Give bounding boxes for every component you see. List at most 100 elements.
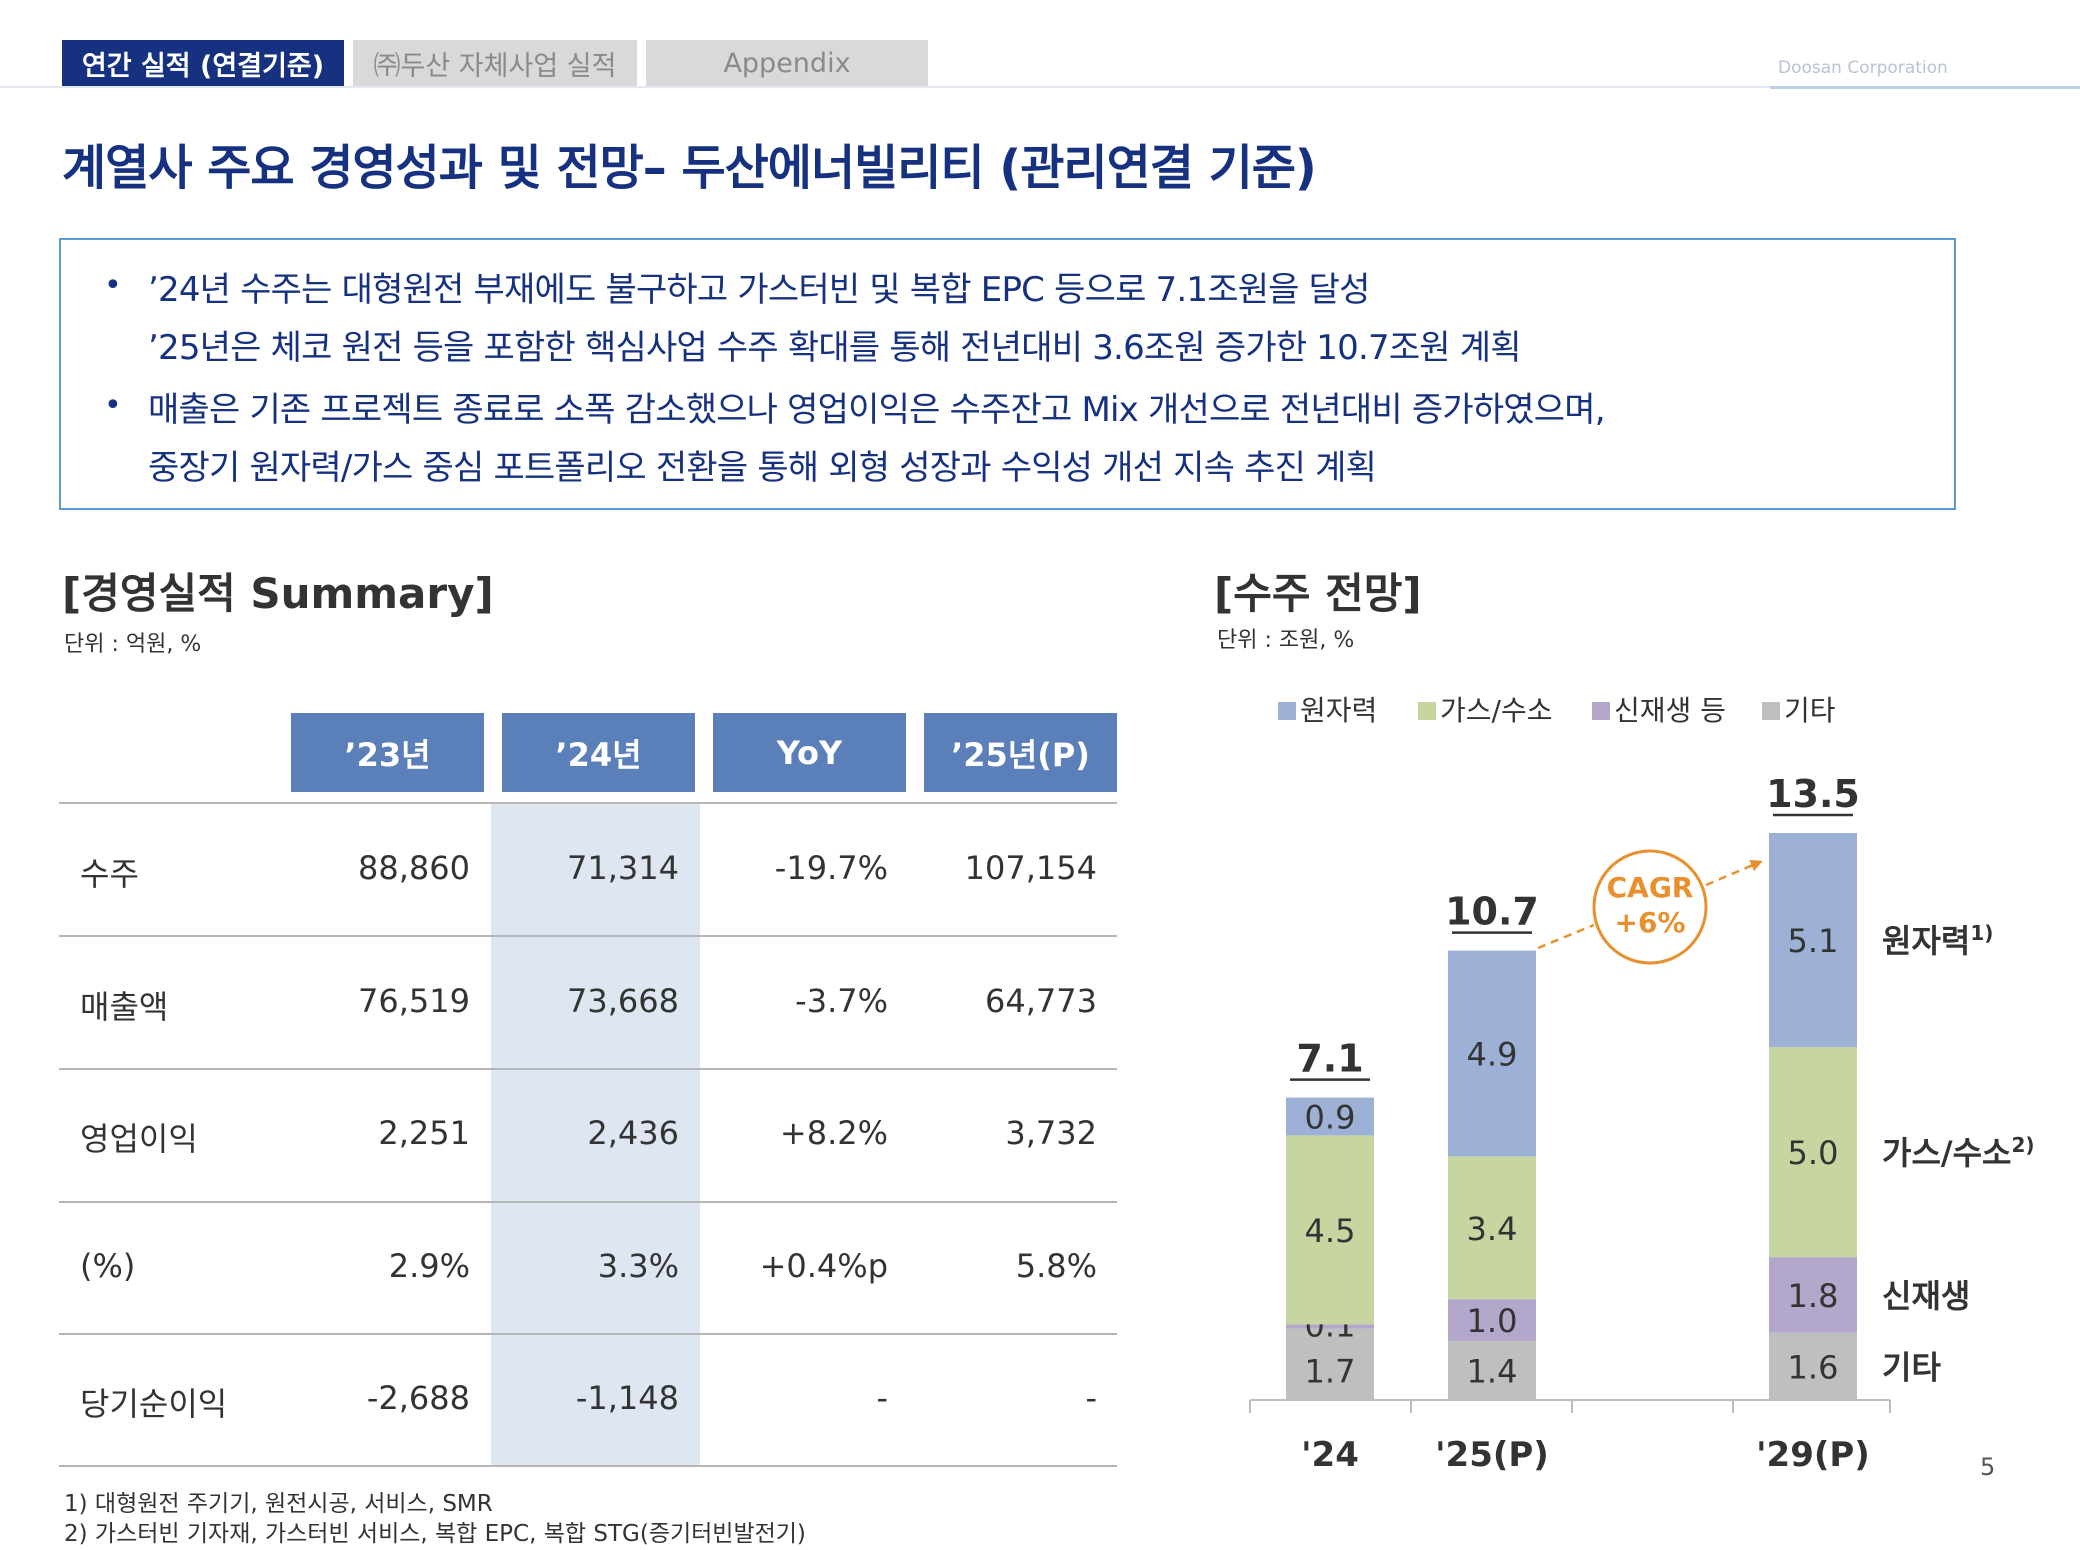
row-label-operating-profit: 영업이익 [80,1120,198,1158]
legend-swatch [1762,702,1780,720]
col-header-yoy: YoY [713,713,906,792]
tab-appendix[interactable]: Appendix [646,40,928,87]
total-label: 10.7 [1445,890,1539,934]
data-label: 4.9 [1467,1036,1518,1074]
company-underline [1770,86,2080,89]
legend-label: 신재생 등 [1614,694,1726,727]
summary-title: [경영실적 Summary] [62,569,494,618]
table-cell: 3.3% [597,1247,679,1285]
data-label: 5.0 [1788,1134,1839,1172]
total-label: 7.1 [1296,1037,1363,1081]
cagr-value: +6% [1615,906,1686,939]
header-divider [0,86,2080,88]
cagr-circle [1592,849,1708,965]
side-label: 기타 [1882,1348,1941,1386]
x-tick-label: '24 [1301,1435,1359,1475]
cagr-title: CAGR [1607,871,1694,904]
table-cell: - [1085,1379,1097,1417]
bullet-1-line-2: ’25년은 체코 원전 등을 포함한 핵심사업 수주 확대를 통해 전년대비 3… [148,328,1522,368]
summary-unit: 단위 : 억원, % [64,632,202,657]
table-cell: -1,148 [575,1379,679,1417]
col-header-2023: ’23년 [291,713,484,792]
legend-label: 원자력 [1300,694,1377,727]
data-label: 4.5 [1305,1212,1356,1250]
col-header-2025p: ’25년(P) [924,713,1117,792]
bar-segment [1286,1135,1374,1325]
table-cell: -3.7% [795,982,888,1020]
legend-label: 가스/수소 [1440,694,1552,727]
legend-swatch [1418,702,1436,720]
side-label: 원자력1) [1882,921,1993,960]
tab-doosan-own-business[interactable]: ㈜두산 자체사업 실적 [353,40,637,87]
footnote-marker: 1) [1970,921,1993,945]
bullet-dot: • [104,388,122,423]
bar-segment [1769,1332,1857,1400]
data-label: 3.4 [1467,1210,1518,1248]
col-header-2024: ’24년 [502,713,695,792]
table-cell: +8.2% [779,1114,888,1152]
row-divider [59,1068,1117,1070]
bar-segment [1448,1341,1536,1400]
summary-box [59,238,1956,510]
table-cell: 73,668 [567,982,679,1020]
table-cell: 2,436 [587,1114,679,1152]
legend-swatch [1278,702,1296,720]
table-cell: 76,519 [358,982,470,1020]
table-cell: 3,732 [1005,1114,1097,1152]
bar-segment [1448,950,1536,1157]
side-label: 신재생 [1882,1277,1970,1315]
row-divider [59,802,1117,804]
bar-segment [1286,1328,1374,1400]
row-label-margin: (%) [80,1247,136,1285]
side-label: 가스/수소2) [1882,1133,2035,1172]
orders-unit: 단위 : 조원, % [1217,628,1355,653]
bullet-2-line-1: 매출은 기존 프로젝트 종료로 소폭 감소했으나 영업이익은 수주잔고 Mix … [148,390,1606,430]
table-cell: 71,314 [567,849,679,887]
cagr-arrow-head [1705,860,1763,887]
bar-segment [1769,833,1857,1048]
bullet-2-line-2: 중장기 원자력/가스 중심 포트폴리오 전환을 통해 외형 성장과 수익성 개선… [148,448,1377,488]
footnote-1: 1) 대형원전 주기기, 원전시공, 서비스, SMR [64,1491,493,1517]
data-label: 1.4 [1467,1353,1518,1391]
table-cell: -2,688 [366,1379,470,1417]
legend-swatch [1592,702,1610,720]
row-label-net-income: 당기순이익 [80,1385,228,1423]
data-label: 0.9 [1305,1099,1356,1137]
data-label: 1.7 [1305,1352,1356,1390]
cagr-arrow-line [1537,923,1595,950]
table-cell: 2.9% [388,1247,470,1285]
data-label: 5.1 [1788,922,1839,960]
orders-title: [수주 전망] [1214,569,1422,618]
table-cell: -19.7% [774,849,888,887]
page-number: 5 [1980,1453,1996,1481]
table-cell: 107,154 [964,849,1097,887]
bar-segment [1769,1257,1857,1333]
row-label-revenue: 매출액 [80,988,169,1026]
table-cell: 2,251 [378,1114,470,1152]
footnote-2: 2) 가스터빈 기자재, 가스터빈 서비스, 복합 EPC, 복합 STG(증기… [64,1521,806,1547]
bar-segment [1286,1097,1374,1136]
bullet-dot: • [104,268,122,303]
x-tick-label: '25(P) [1435,1435,1549,1475]
bar-segment [1448,1156,1536,1300]
table-cell: - [876,1379,888,1417]
bar-segment [1286,1324,1374,1329]
row-divider [59,935,1117,937]
x-tick-label: '29(P) [1756,1435,1870,1475]
data-label: 1.6 [1788,1348,1839,1386]
highlight-column-2024 [491,802,700,1466]
bar-segment [1769,1047,1857,1258]
row-divider [59,1201,1117,1203]
company-name: Doosan Corporation [1778,58,1948,78]
bar-segment [1448,1299,1536,1342]
tab-annual-results[interactable]: 연간 실적 (연결기준) [62,40,344,87]
data-label: 1.0 [1467,1302,1518,1340]
total-label: 13.5 [1766,772,1860,816]
table-cell: 88,860 [358,849,470,887]
bullet-1-line-1: ’24년 수주는 대형원전 부재에도 불구하고 가스터빈 및 복합 EPC 등으… [148,270,1370,310]
footnote-marker: 2) [2011,1133,2034,1157]
table-cell: 5.8% [1015,1247,1097,1285]
row-divider [59,1465,1117,1467]
legend-label: 기타 [1784,694,1836,727]
